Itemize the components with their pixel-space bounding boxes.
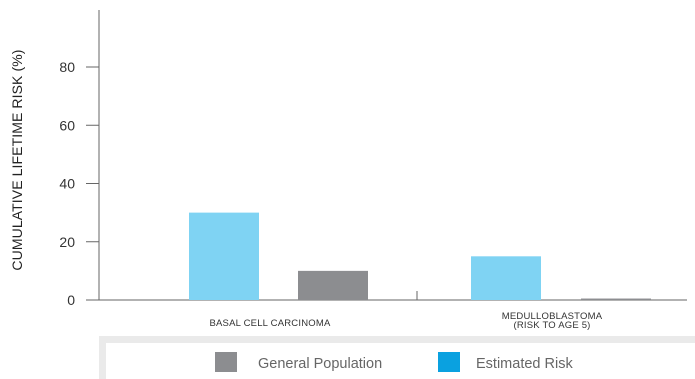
y-axis-title: CUMULATIVE LIFETIME RISK (%) <box>9 49 25 270</box>
category-labels: BASAL CELL CARCINOMA MEDULLOBLASTOMA(RISK… <box>209 311 602 331</box>
legend-inner <box>106 343 695 379</box>
category-label: BASAL CELL CARCINOMA <box>209 318 330 329</box>
legend-label: Estimated Risk <box>476 356 573 372</box>
legend: General Population Estimated Risk <box>99 336 695 379</box>
category-label: (RISK TO AGE 5) <box>513 320 590 331</box>
y-tick-label: 60 <box>59 117 75 133</box>
axes <box>86 10 687 301</box>
y-axis-ticks: 0 20 40 60 80 <box>59 59 99 308</box>
legend-swatch <box>438 352 460 372</box>
bars <box>189 212 651 300</box>
bar-estimated-risk <box>189 212 259 300</box>
y-tick-label: 0 <box>67 292 75 308</box>
category-label: MEDULLOBLASTOMA <box>502 311 603 322</box>
y-tick-label: 20 <box>59 234 75 250</box>
y-tick-label: 80 <box>59 59 75 75</box>
bar-estimated-risk <box>471 256 541 300</box>
y-tick-label: 40 <box>59 176 75 192</box>
legend-swatch <box>215 352 237 372</box>
legend-label: General Population <box>258 356 382 372</box>
bar-general-population <box>298 270 368 300</box>
bar-general-population <box>581 298 651 300</box>
